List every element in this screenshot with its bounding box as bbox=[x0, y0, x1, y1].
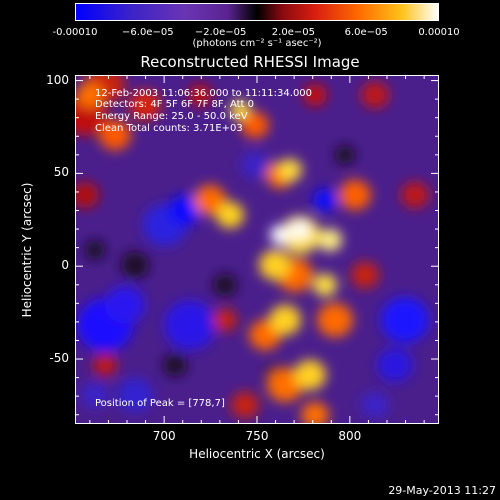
heatmap-blob bbox=[129, 89, 161, 121]
colorbar-tick-label: −2.0e−05 bbox=[194, 27, 247, 38]
heatmap-blob bbox=[117, 377, 153, 413]
heatmap-blob bbox=[377, 347, 413, 383]
heatmap-blob bbox=[335, 145, 355, 165]
colorbar-tick-label: -0.00010 bbox=[52, 27, 98, 38]
heatmap-blob bbox=[76, 81, 104, 109]
heatmap-blob bbox=[301, 401, 329, 424]
heatmap-blob bbox=[270, 225, 290, 245]
chart-title: Reconstructed RHESSI Image bbox=[140, 53, 360, 71]
heatmap-blob bbox=[213, 273, 237, 297]
heatmap-blob bbox=[188, 83, 212, 107]
colorbar-tick-label: 0.00010 bbox=[418, 27, 460, 38]
heatmap-blob bbox=[163, 353, 187, 377]
y-tick-label: 0 bbox=[61, 258, 69, 273]
colorbar-tick-label: −6.0e−05 bbox=[122, 27, 174, 38]
x-tick-label: 700 bbox=[152, 429, 176, 443]
annotation-peak-position: Position of Peak = [778,7] bbox=[95, 398, 225, 409]
heatmap-blob bbox=[401, 181, 429, 209]
heatmap-blob bbox=[231, 391, 259, 419]
heatmap-blob bbox=[317, 302, 353, 338]
heatmap-blob bbox=[75, 181, 99, 209]
heatmap-blob bbox=[230, 100, 250, 120]
heatmap-blob bbox=[105, 286, 145, 324]
heatmap-blob bbox=[313, 273, 337, 297]
annotation-time-range: 12-Feb-2003 11:06:36.000 to 11:11:34.000 bbox=[95, 88, 313, 99]
heatmap-blob bbox=[267, 367, 303, 403]
heatmap-blob bbox=[81, 381, 109, 409]
heatmap-blob bbox=[351, 261, 379, 289]
heatmap-blob bbox=[164, 300, 216, 350]
heatmap-blob bbox=[290, 220, 310, 240]
colorbar-tick-label: 2.0e−05 bbox=[271, 27, 315, 38]
heatmap-blob bbox=[339, 179, 371, 211]
annotation-detectors: Detectors: 4F 5F 6F 7F 8F, Att 0 bbox=[95, 99, 255, 110]
heatmap-blob bbox=[121, 251, 149, 279]
y-axis-label: Heliocentric Y (arcsec) bbox=[20, 182, 34, 318]
x-tick-label: 800 bbox=[338, 429, 362, 443]
heatmap-plot bbox=[75, 75, 439, 424]
annotation-energy-range: Energy Range: 25.0 - 50.0 keV bbox=[95, 111, 248, 122]
x-axis-label: Heliocentric X (arcsec) bbox=[189, 447, 325, 461]
y-tick-label: 100 bbox=[46, 72, 69, 87]
annotation-method-counts: Clean Total counts: 3.71E+03 bbox=[95, 123, 243, 134]
colorbar-tick-label: 6.0e−05 bbox=[344, 27, 388, 38]
heatmap-blob bbox=[99, 119, 131, 151]
x-tick-label: 750 bbox=[245, 429, 269, 443]
axis-ticks bbox=[75, 75, 439, 424]
heatmap-blob bbox=[381, 297, 429, 343]
y-tick-label: -50 bbox=[49, 351, 69, 366]
heatmap-blob bbox=[241, 151, 269, 179]
heatmap-blob bbox=[361, 81, 389, 109]
footer-date: 29-May-2013 11:27 bbox=[388, 484, 496, 497]
y-tick-label: 50 bbox=[53, 165, 69, 180]
heatmap-blob bbox=[278, 158, 302, 182]
heatmap-blob bbox=[318, 228, 342, 252]
heatmap-blob bbox=[361, 391, 389, 419]
heatmap-blob bbox=[269, 304, 301, 336]
heatmap-blob bbox=[194, 184, 226, 216]
heatmap-blob bbox=[85, 240, 105, 260]
heatmap-blob bbox=[313, 188, 337, 212]
colorbar-units: (photons cm⁻² s⁻¹ asec⁻²) bbox=[192, 38, 322, 49]
heatmap-blob bbox=[241, 111, 269, 139]
heatmap-blob bbox=[294, 359, 326, 391]
heatmap-blob bbox=[93, 353, 117, 377]
heatmap-blob bbox=[169, 194, 201, 226]
heatmap-field bbox=[75, 75, 429, 424]
heatmap-blob bbox=[213, 308, 237, 332]
colorbar bbox=[75, 3, 439, 21]
heatmap-blob bbox=[216, 201, 244, 229]
heatmap-blob bbox=[303, 83, 327, 107]
heatmap-blob bbox=[259, 249, 291, 281]
